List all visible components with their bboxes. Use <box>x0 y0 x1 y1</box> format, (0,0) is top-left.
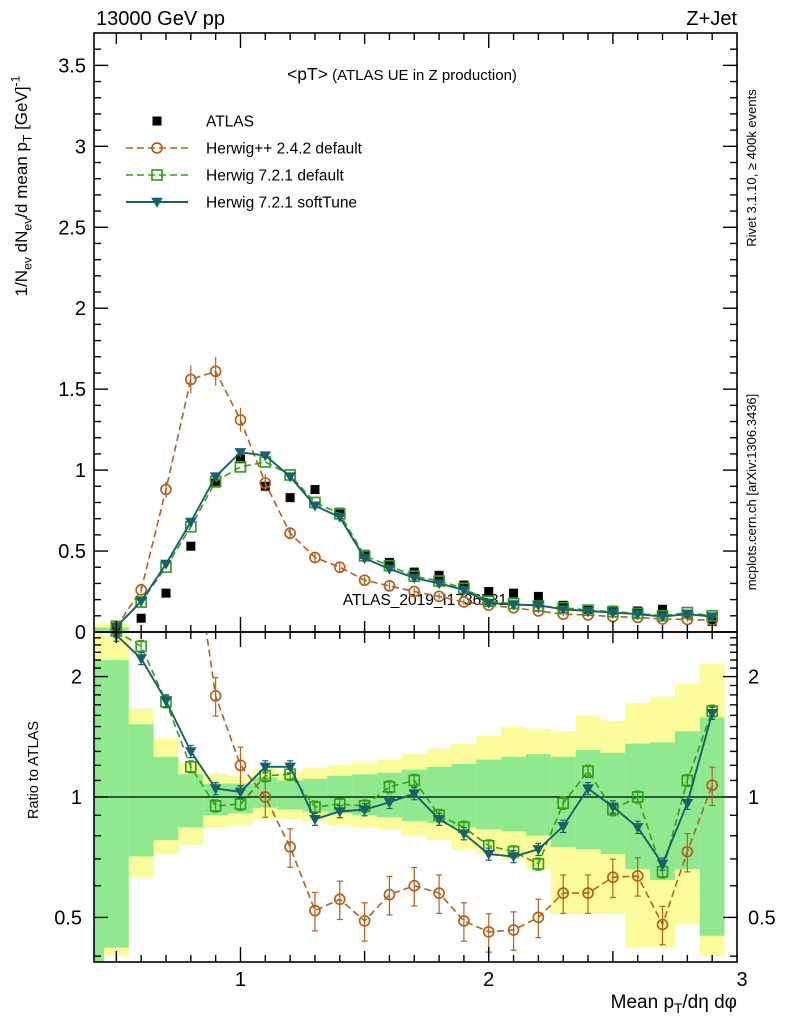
uncertainty-band-inner <box>377 772 402 818</box>
watermark: ATLAS_2019_I1736531 <box>343 592 507 609</box>
uncertainty-band-inner <box>501 756 526 832</box>
side-note-rivet: Rivet 3.1.10, ≥ 400k events <box>744 89 759 247</box>
series-top-herwig-7-2-1-softtune <box>110 448 718 632</box>
top-panel: ATLAS_2019_I1736531 <box>94 357 719 632</box>
uncertainty-band-inner <box>625 743 651 870</box>
ratio-tick-label-left: 2 <box>71 667 82 689</box>
ratio-tick-label-right: 2 <box>748 667 759 689</box>
header-beam-label: 13000 GeV pp <box>96 8 225 30</box>
uncertainty-band-inner <box>525 754 551 836</box>
ratio-tick-label-right: 1 <box>748 787 759 809</box>
uncertainty-band-inner <box>128 724 154 857</box>
legend-item-3: Herwig 7.2.1 softTune <box>126 195 357 212</box>
y-tick-label-top: 0 <box>75 622 86 644</box>
uncertainty-band-inner <box>650 742 675 881</box>
legend-item-2: Herwig 7.2.1 default <box>126 168 345 185</box>
axes: 0 0.5 1 1.5 2 2.5 3 3.5 0.5 0.5 1 1 2 2 1 2 3 <box>54 32 776 991</box>
y-tick-label-top: 3.5 <box>58 55 86 77</box>
uncertainty-band-inner <box>103 660 129 948</box>
x-tick-label: 1 <box>235 969 246 991</box>
uncertainty-band-inner <box>94 660 104 962</box>
y-axis-title-ratio: Ratio to ATLAS <box>26 721 42 819</box>
legend-label: Herwig++ 2.4.2 default <box>206 141 363 158</box>
y-tick-label-top: 2 <box>75 298 86 320</box>
ratio-tick-label-left: 1 <box>71 787 82 809</box>
legend-label: Herwig 7.2.1 default <box>206 168 345 185</box>
uncertainty-band-inner <box>476 759 502 830</box>
legend-label: ATLAS <box>206 114 254 131</box>
uncertainty-band-inner <box>178 774 204 828</box>
plot-title: <pT> (ATLAS UE in Z production) <box>287 64 517 84</box>
y-tick-label-top: 1.5 <box>58 379 86 401</box>
uncertainty-band-inner <box>699 717 725 936</box>
legend-item-0: ATLAS <box>152 114 254 131</box>
y-tick-label-top: 0.5 <box>58 541 86 563</box>
series-ratio-herwig-2-4-2-default <box>205 632 719 953</box>
header-process-label: Z+Jet <box>686 8 737 30</box>
legend: ATLAS Herwig++ 2.4.2 default Herwig 7.2.1 … <box>126 114 363 212</box>
uncertainty-band-inner <box>153 756 179 841</box>
y-tick-label-top: 1 <box>75 460 86 482</box>
side-note-mcplots: mcplots.cern.ch [arXiv:1306.3436] <box>744 394 759 591</box>
x-tick-label: 2 <box>483 969 494 991</box>
legend-label: Herwig 7.2.1 softTune <box>206 195 357 212</box>
ratio-tick-label-right: 0.5 <box>748 907 776 929</box>
legend-item-1: Herwig++ 2.4.2 default <box>126 141 363 158</box>
y-axis-title-top: 1/Nev dNev/d mean pT [GeV]-1 <box>8 75 34 296</box>
uncertainty-band-inner <box>451 763 477 828</box>
y-tick-label-top: 2.5 <box>58 217 86 239</box>
y-tick-label-top: 3 <box>75 136 86 158</box>
ratio-tick-label-left: 0.5 <box>54 907 82 929</box>
x-tick-label: 3 <box>736 969 747 991</box>
x-axis-title: Mean pT/dη dφ <box>611 992 737 1016</box>
